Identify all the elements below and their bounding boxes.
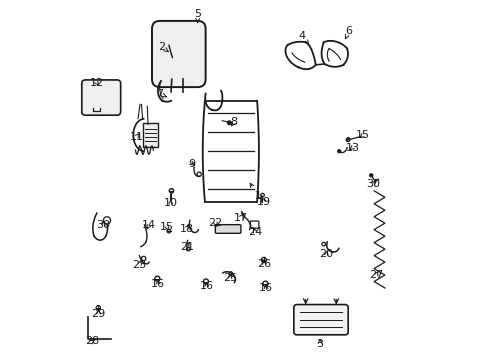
FancyBboxPatch shape xyxy=(293,305,347,335)
Text: 2: 2 xyxy=(158,42,168,52)
Text: 29: 29 xyxy=(91,309,105,319)
Text: 8: 8 xyxy=(230,117,237,127)
Text: 22: 22 xyxy=(208,218,223,228)
Text: 11: 11 xyxy=(129,132,143,142)
Text: 16: 16 xyxy=(151,279,165,289)
Text: 5: 5 xyxy=(194,9,201,23)
Text: 10: 10 xyxy=(163,198,177,208)
Text: 9: 9 xyxy=(188,159,196,169)
Text: 3: 3 xyxy=(316,339,323,349)
Circle shape xyxy=(337,150,340,153)
Text: 28: 28 xyxy=(85,336,100,346)
FancyBboxPatch shape xyxy=(142,123,158,147)
Text: 25: 25 xyxy=(223,273,237,283)
FancyBboxPatch shape xyxy=(152,21,205,87)
Text: 18: 18 xyxy=(180,224,194,234)
Text: 16: 16 xyxy=(259,283,272,293)
Text: 4: 4 xyxy=(298,31,308,44)
FancyBboxPatch shape xyxy=(81,80,121,115)
Text: 6: 6 xyxy=(345,26,352,39)
Text: 7: 7 xyxy=(156,89,166,99)
Text: 13: 13 xyxy=(345,143,359,153)
Text: 21: 21 xyxy=(180,242,194,252)
Text: 26: 26 xyxy=(257,258,271,269)
Text: 19: 19 xyxy=(257,197,271,207)
Text: 24: 24 xyxy=(248,227,262,237)
Text: 15: 15 xyxy=(160,222,174,232)
Circle shape xyxy=(227,121,231,125)
Circle shape xyxy=(369,174,372,177)
Text: 30: 30 xyxy=(366,179,380,189)
FancyBboxPatch shape xyxy=(250,221,258,228)
Text: 20: 20 xyxy=(319,249,333,259)
Text: 27: 27 xyxy=(368,270,382,280)
Text: 12: 12 xyxy=(90,78,104,88)
FancyBboxPatch shape xyxy=(215,225,241,233)
Text: 17: 17 xyxy=(233,213,247,223)
Text: 16: 16 xyxy=(199,281,213,291)
Text: 1: 1 xyxy=(250,183,261,201)
Text: 23: 23 xyxy=(132,260,146,270)
Text: 30: 30 xyxy=(96,220,110,230)
Text: 14: 14 xyxy=(142,220,156,230)
Text: 15: 15 xyxy=(356,130,369,140)
